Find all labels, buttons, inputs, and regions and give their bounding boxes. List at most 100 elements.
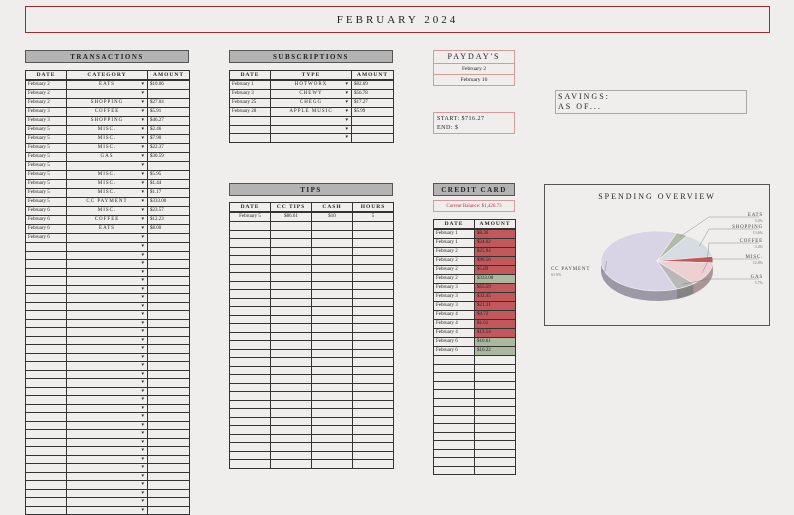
tx-category-dropdown[interactable]	[67, 268, 148, 277]
tx-date-cell[interactable]: February 2	[26, 90, 67, 99]
tips-hours-cell[interactable]	[353, 451, 394, 460]
tips-cash-cell[interactable]	[312, 230, 353, 239]
tx-category-dropdown[interactable]	[67, 345, 148, 354]
tips-hours-cell[interactable]	[353, 366, 394, 375]
tips-cc-cell[interactable]	[271, 332, 312, 341]
tx-date-cell[interactable]: February 5	[26, 153, 67, 162]
sub-type-dropdown[interactable]	[271, 125, 352, 134]
tx-date-cell[interactable]	[26, 455, 67, 464]
tips-cash-cell[interactable]	[312, 383, 353, 392]
tips-date-cell[interactable]	[230, 273, 271, 282]
tx-category-dropdown[interactable]	[67, 311, 148, 320]
tips-cash-cell[interactable]	[312, 247, 353, 256]
cc-amount-cell[interactable]	[475, 458, 516, 467]
cc-date-cell[interactable]: February 2	[434, 248, 475, 257]
sub-type-dropdown[interactable]: CHEGG	[271, 99, 352, 108]
tx-amount-cell[interactable]	[148, 319, 190, 328]
tx-amount-cell[interactable]: $23.57	[148, 207, 190, 216]
tips-cc-cell[interactable]	[271, 434, 312, 443]
tips-cc-cell[interactable]: $86.61	[271, 212, 312, 222]
tx-date-cell[interactable]	[26, 294, 67, 303]
tx-amount-cell[interactable]	[148, 234, 190, 243]
cc-date-cell[interactable]: February 6	[434, 347, 475, 356]
tx-category-dropdown[interactable]	[67, 302, 148, 311]
tips-cash-cell[interactable]	[312, 426, 353, 435]
tips-hours-cell[interactable]	[353, 358, 394, 367]
tips-date-cell[interactable]: February 5	[230, 212, 271, 222]
tx-amount-cell[interactable]	[148, 379, 190, 388]
sub-amount-cell[interactable]	[352, 134, 394, 143]
tips-cash-cell[interactable]	[312, 307, 353, 316]
cc-amount-cell[interactable]: $32.45	[475, 293, 516, 302]
tips-cc-cell[interactable]	[271, 426, 312, 435]
tips-cc-cell[interactable]	[271, 366, 312, 375]
tx-category-dropdown[interactable]	[67, 489, 148, 498]
tips-cc-cell[interactable]	[271, 358, 312, 367]
tx-category-dropdown[interactable]	[67, 319, 148, 328]
tx-category-dropdown[interactable]: EATS	[67, 80, 148, 90]
tx-date-cell[interactable]	[26, 243, 67, 252]
tx-category-dropdown[interactable]: CC PAYMENT	[67, 198, 148, 207]
tips-cc-cell[interactable]	[271, 400, 312, 409]
tx-amount-cell[interactable]: $8.00	[148, 225, 190, 234]
sub-amount-cell[interactable]	[352, 125, 394, 134]
tx-category-dropdown[interactable]: COFFEE	[67, 108, 148, 117]
tips-hours-cell[interactable]	[353, 315, 394, 324]
tx-category-dropdown[interactable]: SHOPPING	[67, 117, 148, 126]
tips-hours-cell[interactable]	[353, 460, 394, 469]
sub-type-dropdown[interactable]: HOTWORX	[271, 80, 352, 90]
tips-cash-cell[interactable]	[312, 315, 353, 324]
tips-cash-cell[interactable]	[312, 417, 353, 426]
tips-cc-cell[interactable]	[271, 324, 312, 333]
sub-type-dropdown[interactable]	[271, 117, 352, 126]
cc-date-cell[interactable]	[434, 432, 475, 441]
tx-category-dropdown[interactable]: MISC.	[67, 207, 148, 216]
end-balance[interactable]: END: $	[437, 124, 511, 133]
tx-category-dropdown[interactable]: MISC.	[67, 144, 148, 153]
tx-date-cell[interactable]	[26, 481, 67, 490]
tx-amount-cell[interactable]: $46.27	[148, 117, 190, 126]
tips-cash-cell[interactable]	[312, 375, 353, 384]
tips-cc-cell[interactable]	[271, 281, 312, 290]
tips-date-cell[interactable]	[230, 239, 271, 248]
cc-amount-cell[interactable]	[475, 356, 516, 365]
tips-hours-cell[interactable]	[353, 392, 394, 401]
tx-amount-cell[interactable]	[148, 277, 190, 286]
tx-date-cell[interactable]	[26, 489, 67, 498]
tx-category-dropdown[interactable]	[67, 294, 148, 303]
tx-amount-cell[interactable]	[148, 243, 190, 252]
tx-amount-cell[interactable]	[148, 506, 190, 515]
tx-date-cell[interactable]	[26, 268, 67, 277]
tips-date-cell[interactable]	[230, 256, 271, 265]
tips-cash-cell[interactable]	[312, 273, 353, 282]
tx-amount-cell[interactable]	[148, 430, 190, 439]
tx-category-dropdown[interactable]	[67, 353, 148, 362]
tips-date-cell[interactable]	[230, 426, 271, 435]
tx-date-cell[interactable]	[26, 328, 67, 337]
tx-category-dropdown[interactable]: COFFEE	[67, 216, 148, 225]
tips-cc-cell[interactable]	[271, 460, 312, 469]
tx-amount-cell[interactable]: $1.17	[148, 189, 190, 198]
tx-date-cell[interactable]	[26, 447, 67, 456]
tx-category-dropdown[interactable]	[67, 387, 148, 396]
cc-date-cell[interactable]: February 2	[434, 257, 475, 266]
tips-date-cell[interactable]	[230, 383, 271, 392]
sub-type-dropdown[interactable]	[271, 134, 352, 143]
tx-date-cell[interactable]	[26, 285, 67, 294]
tips-cash-cell[interactable]	[312, 222, 353, 231]
tips-cash-cell[interactable]	[312, 366, 353, 375]
cc-date-cell[interactable]	[434, 441, 475, 450]
tx-category-dropdown[interactable]	[67, 396, 148, 405]
tx-amount-cell[interactable]	[148, 489, 190, 498]
tx-category-dropdown[interactable]	[67, 379, 148, 388]
tips-cc-cell[interactable]	[271, 375, 312, 384]
tx-category-dropdown[interactable]	[67, 404, 148, 413]
tips-date-cell[interactable]	[230, 409, 271, 418]
tips-date-cell[interactable]	[230, 315, 271, 324]
tips-cc-cell[interactable]	[271, 256, 312, 265]
tips-date-cell[interactable]	[230, 230, 271, 239]
tips-cash-cell[interactable]	[312, 264, 353, 273]
sub-date-cell[interactable]: February 28	[230, 108, 271, 117]
tx-category-dropdown[interactable]	[67, 481, 148, 490]
tx-date-cell[interactable]	[26, 413, 67, 422]
